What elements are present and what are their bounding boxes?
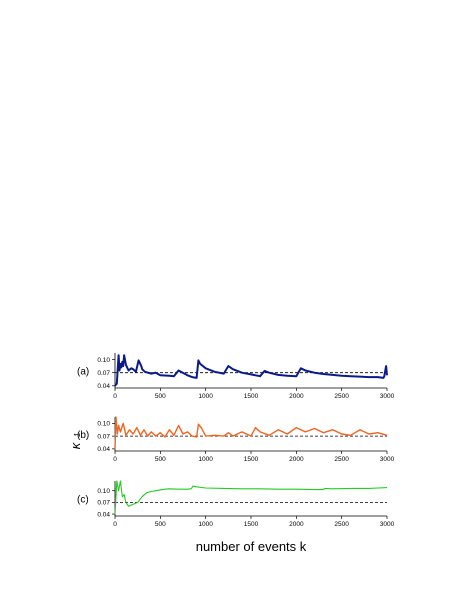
x-tick-label: 1500	[244, 521, 259, 528]
x-tick-label: 3000	[380, 393, 395, 400]
y-tick-label: 0.10	[97, 421, 110, 428]
y-tick-label: 0.07	[97, 370, 110, 377]
panel-label: (a)	[77, 367, 89, 378]
x-tick-label: 0	[113, 521, 117, 528]
y-tick-label: 0.07	[97, 433, 110, 440]
x-tick-label: 1500	[244, 456, 259, 463]
series-line	[114, 354, 388, 387]
y-axis-label-subscript: 1	[73, 433, 82, 437]
x-tick-label: 2500	[334, 393, 349, 400]
x-tick-label: 500	[155, 456, 166, 463]
x-tick-label: 3000	[380, 456, 395, 463]
x-tick-label: 0	[113, 456, 117, 463]
x-tick-label: 2000	[289, 456, 304, 463]
panel-label: (c)	[77, 495, 89, 506]
x-tick-label: 500	[155, 393, 166, 400]
x-tick-label: 2000	[289, 521, 304, 528]
y-axis-label: κ 1	[68, 433, 83, 450]
x-tick-label: 1000	[198, 456, 213, 463]
series-line	[114, 480, 388, 515]
x-tick-label: 2500	[334, 521, 349, 528]
chart-panels: 0.040.070.100 500 1000 1500 2000 2500 3000(a)0…	[77, 353, 395, 528]
panel-1: 0.04 0.07 0.10 0 500 1000 1500 2000 2500 3000 (a)	[77, 353, 395, 400]
x-axis-label: number of events k	[196, 539, 307, 554]
y-tick-label: 0.04	[97, 446, 110, 453]
y-tick-label: 0.04	[97, 383, 110, 390]
y-tick-label: 0.10	[97, 357, 110, 364]
svg-text:κ 1: κ 1	[68, 433, 83, 450]
x-tick-label: 0	[113, 393, 117, 400]
panel-label: (b)	[77, 430, 89, 441]
x-tick-label: 500	[155, 521, 166, 528]
x-tick-label: 2500	[334, 456, 349, 463]
y-tick-label: 0.10	[97, 488, 110, 495]
y-axis-label-symbol: κ	[68, 441, 83, 449]
y-tick-label: 0.04	[97, 511, 110, 518]
y-tick-label: 0.07	[97, 500, 110, 507]
panel-3: 0.04 0.07 0.10 0 500 1000 1500 2000 2500 3000 (c)	[77, 480, 395, 528]
x-tick-label: 3000	[380, 521, 395, 528]
x-tick-label: 1000	[198, 521, 213, 528]
panel-2: 0.04 0.07 0.10 0 500 1000 1500 2000 2500 3000 (b)	[77, 416, 395, 463]
x-tick-label: 2000	[289, 393, 304, 400]
x-tick-label: 1000	[198, 393, 213, 400]
x-tick-label: 1500	[244, 393, 259, 400]
series-line	[114, 416, 388, 449]
